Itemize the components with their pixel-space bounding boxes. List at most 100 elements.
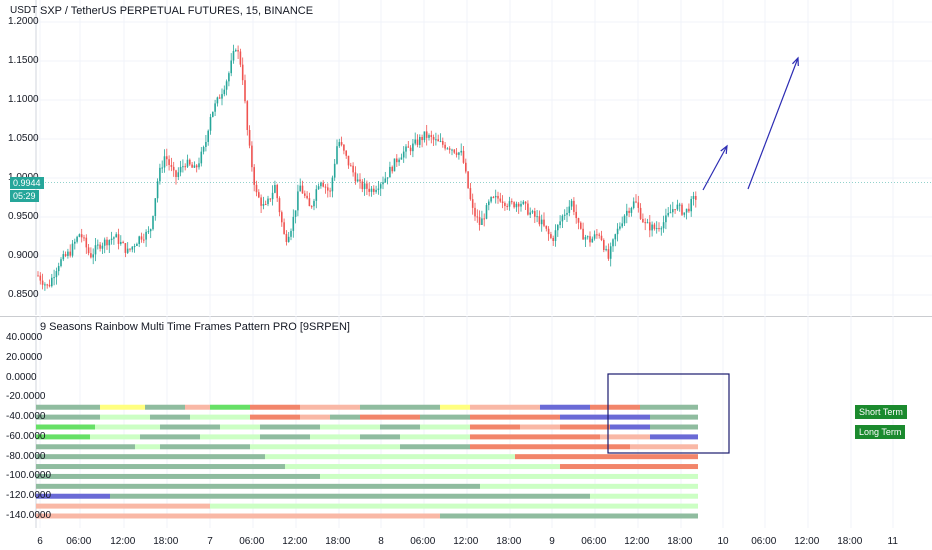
candle-body [593,234,596,239]
candle-body [444,144,446,149]
price-tick-label: 1.1500 [8,55,39,66]
rainbow-segment [540,404,590,410]
candle-body [442,141,444,145]
price-pane[interactable]: USDT SXP / TetherUS PERPETUAL FUTURES, 1… [0,0,932,315]
short-arrow[interactable] [702,145,728,191]
candle-body [536,216,538,218]
rainbow-segment [470,414,520,420]
price-tick-label: 0.9000 [8,250,39,261]
time-tick-label: 18:00 [667,536,693,547]
candle-body [566,212,568,215]
candle-body [524,201,527,204]
candle-body [297,191,299,211]
rainbow-segment [285,464,560,470]
candle-body [69,251,71,256]
candle-body [494,195,497,198]
candle-body [363,183,366,190]
rainbow-segment [210,503,698,509]
rainbow-segment [135,444,160,450]
candle-body [113,237,115,239]
candle-body [108,240,111,246]
candle-body [304,193,306,196]
candle-body [435,139,437,141]
candle-body [678,204,681,206]
candle-body [198,163,200,168]
long-term-tag[interactable]: Long Term [855,425,906,439]
candle-body [559,221,561,226]
time-tick-label: 12:00 [110,536,136,547]
candle-body [373,188,375,192]
candle-body [573,200,575,212]
candle-body [667,213,669,216]
candle-body [538,216,541,225]
rainbow-segment [620,414,650,420]
candle-body [246,101,249,131]
candle-body [439,141,442,143]
candle-body [136,243,138,247]
candle-body [616,228,619,235]
candle-body [126,248,129,253]
candle-body [570,200,573,207]
rainbow-segment [36,464,285,470]
candle-body [639,207,642,219]
candle-body [228,73,230,82]
candle-body [276,184,278,199]
rainbow-segment [220,424,260,430]
candle-body [529,212,531,215]
candle-body [540,219,543,225]
candle-body [626,210,628,216]
time-tick-label: 06:00 [239,536,265,547]
candle-body [274,184,276,193]
candle-body [635,201,637,203]
candle-body [492,197,495,199]
candle-body [278,198,281,213]
candle-body [129,248,131,250]
rainbow-segment [90,434,140,440]
candle-body [184,166,186,168]
currency-label: USDT [10,5,38,16]
candle-body [310,206,313,208]
candle-body [543,219,545,226]
candle-body [425,131,428,138]
highlight-box[interactable] [607,373,730,454]
time-tick-label: 9 [549,536,555,547]
candle-body [331,177,334,192]
time-tick-label: 12:00 [282,536,308,547]
candle-body [320,182,322,187]
long-arrow[interactable] [747,57,799,190]
candle-body [283,222,285,234]
rainbow-segment [470,424,520,430]
rainbow-segment [610,424,650,430]
time-tick-label: 6 [37,536,43,547]
rainbow-segment [300,414,330,420]
price-chart[interactable] [0,0,932,315]
rainbow-segment [260,424,320,430]
rainbow-segment [310,434,360,440]
candle-body [166,156,168,160]
candle-body [370,188,373,192]
time-tick-label: 18:00 [496,536,522,547]
rainbow-segment [145,404,185,410]
candle-body [140,236,143,240]
candle-body [497,195,499,199]
candle-body [106,239,108,246]
candle-body [57,266,60,272]
candle-body [630,207,633,213]
indicator-tick-label: -140.0000 [6,510,52,521]
candle-body [356,179,359,182]
time-tick-label: 06:00 [410,536,436,547]
short-term-tag[interactable]: Short Term [855,405,907,419]
candle-body [483,218,485,220]
indicator-chart[interactable] [0,316,932,528]
candle-body [133,246,136,248]
rainbow-segment [36,493,110,499]
time-axis[interactable]: 6 06:00 12:00 18:00 7 06:00 12:00 18:00 8 06:00 12… [0,530,932,550]
rainbow-segment [36,483,480,489]
candle-body [681,204,683,215]
candle-body [695,196,697,200]
candle-body [223,89,226,95]
candle-body [195,165,198,168]
indicator-pane[interactable]: 9 Seasons Rainbow Multi Time Frames Patt… [0,316,932,528]
chart-title: SXP / TetherUS PERPETUAL FUTURES, 15, BI… [40,5,314,17]
rainbow-segment [440,404,470,410]
